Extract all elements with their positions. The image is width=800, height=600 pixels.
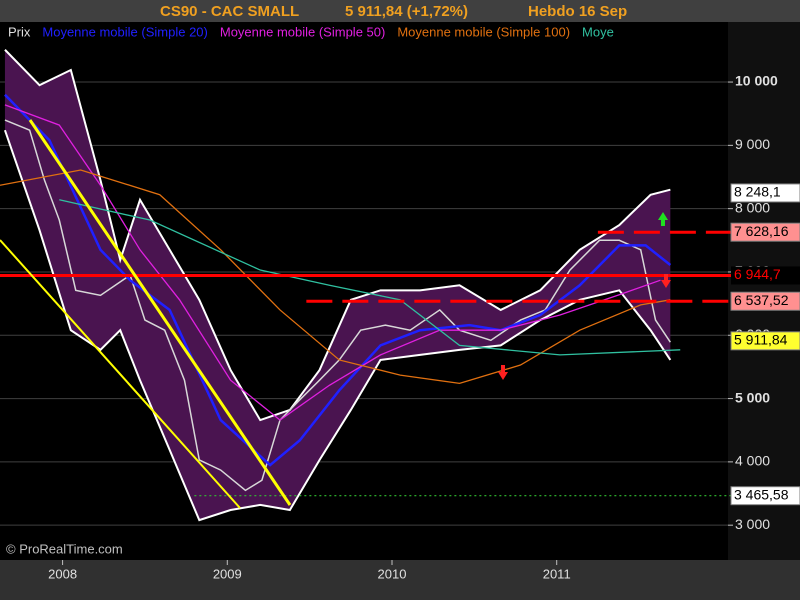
y-tick-label: 10 000	[735, 73, 778, 89]
series-line	[59, 199, 681, 356]
level-label-box	[731, 266, 800, 285]
band-edge	[4, 49, 671, 422]
trend-line	[28, 119, 292, 506]
level-label-box	[730, 183, 800, 203]
x-tick-label: 2011	[543, 566, 571, 581]
y-tick-label: 3 000	[735, 516, 770, 532]
x-tick-label: 2008	[48, 566, 77, 581]
title-bar	[0, 0, 800, 22]
level-label: 6 944,7	[734, 266, 781, 282]
x-tick-label: 2009	[213, 566, 242, 581]
legend-entry: Moyenne mobile (Simple 100)	[397, 24, 570, 39]
x-axis-bar	[0, 560, 800, 600]
title-price: 5 911,84 (+1,72%)	[345, 3, 468, 20]
level-label: 6 537,52	[734, 292, 789, 308]
band-fill	[4, 49, 671, 521]
y-tick-label: 9 000	[735, 136, 770, 152]
title-symbol: CS90 - CAC SMALL	[160, 3, 299, 20]
band-edge	[3, 129, 672, 522]
level-label-box	[730, 222, 800, 242]
level-label-box	[730, 486, 800, 506]
level-label-box	[730, 291, 800, 311]
legend-entry: Prix	[8, 24, 31, 39]
down-arrow	[661, 274, 671, 288]
trend-line	[0, 239, 241, 509]
level-label-box	[730, 331, 800, 351]
y-tick-label: 4 000	[735, 453, 770, 469]
legend-entry: Moye	[582, 24, 614, 39]
level-label: 3 465,58	[734, 486, 789, 502]
level-label: 5 911,84	[734, 332, 788, 348]
title-period: Hebdo 16 Sep	[528, 3, 627, 20]
y-tick-label: 8 000	[735, 199, 770, 215]
legend-entry: Moyenne mobile (Simple 20)	[42, 24, 207, 39]
x-tick-label: 2010	[378, 566, 407, 581]
legend-entry: Moyenne mobile (Simple 50)	[220, 24, 385, 39]
level-label: 7 628,16	[734, 223, 789, 239]
series-line	[4, 104, 661, 421]
watermark: © ProRealTime.com	[6, 541, 123, 556]
y-tick-label: 5 000	[735, 389, 770, 405]
down-arrow	[498, 365, 508, 380]
up-arrow	[658, 212, 668, 226]
series-line	[0, 169, 671, 385]
level-label: 8 248,1	[734, 184, 781, 200]
y-axis-bar	[728, 22, 800, 560]
